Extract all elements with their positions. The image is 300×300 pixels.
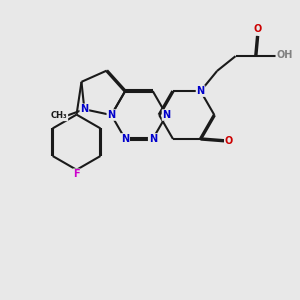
Text: N: N <box>121 134 129 144</box>
Text: O: O <box>254 24 262 34</box>
Text: OH: OH <box>276 50 293 60</box>
Text: N: N <box>196 86 205 96</box>
Text: N: N <box>149 134 157 144</box>
Text: N: N <box>107 110 116 120</box>
Text: F: F <box>73 169 80 179</box>
Text: N: N <box>163 110 171 120</box>
Text: O: O <box>225 136 233 146</box>
Text: N: N <box>80 104 88 114</box>
Text: CH₃: CH₃ <box>51 112 68 121</box>
